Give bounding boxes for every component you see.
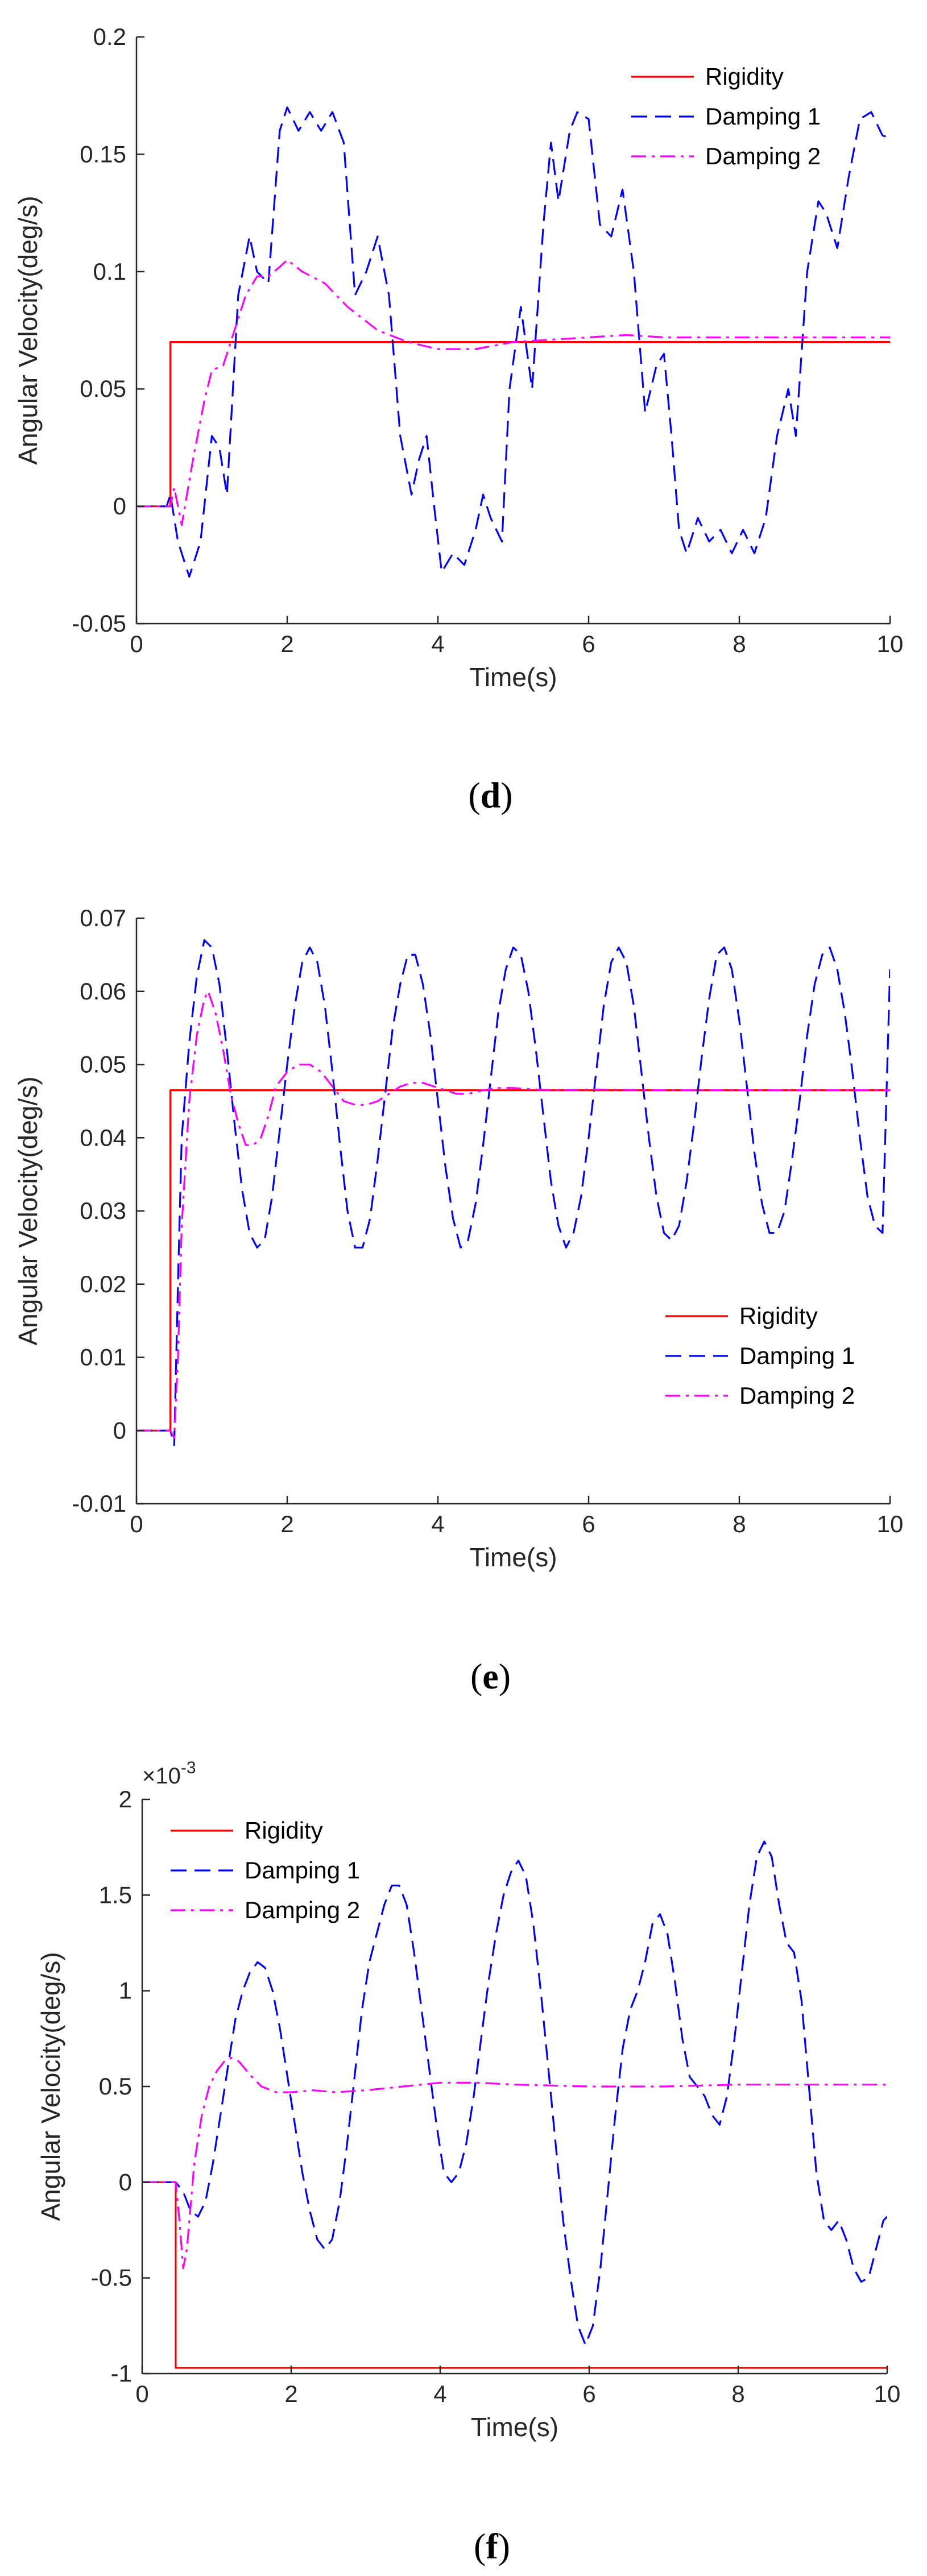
caption-letter: d [481,775,501,815]
x-tick-label: 0 [130,1511,143,1537]
y-tick-label: -0.5 [91,2264,132,2291]
x-tick-label: 4 [431,630,444,657]
y-tick-label: 0.2 [93,23,126,50]
y-tick-label: 1 [119,1977,132,2004]
y-tick-label: -0.01 [72,1490,126,1517]
y-tick-label: 0.06 [80,978,126,1005]
chart-e: 0 2 4 6 8 10-0.0100.010.020.030.040.050.060.0… [13,905,903,1696]
figure-caption: (e) [470,1656,511,1696]
caption-close: ) [498,2526,510,2566]
legend-label: Damping 2 [245,1897,360,1923]
caption-close: ) [500,775,512,815]
chart-d: 0 2 4 6 8 10-0.0500.050.10.150.2Time(s)Angula… [13,23,903,815]
caption-letter: e [482,1656,498,1696]
legend-label: Damping 1 [245,1857,360,1884]
x-tick-label: 6 [582,630,595,657]
y-tick-label: 0 [119,2168,132,2195]
y-tick-label: 0.04 [80,1124,126,1151]
series-line-damping-2 [142,2056,887,2270]
x-tick-label: 4 [433,2380,446,2407]
y-tick-label: 0.02 [80,1271,126,1297]
caption-open: ( [474,2526,486,2566]
series-line-damping-2 [136,990,890,1439]
y-tick-label: -0.05 [72,610,126,637]
y-tick-label: 1.5 [99,1881,132,1908]
series-line-damping-1 [136,939,890,1446]
y-tick-label: 0.5 [99,2073,132,2100]
x-tick-label: 10 [877,1511,904,1537]
legend-label: Damping 2 [739,1382,855,1409]
legend-label: Damping 1 [705,103,821,130]
x-tick-label: 0 [130,630,143,657]
series-line-damping-1 [142,1840,887,2346]
legend-label: Rigidity [705,63,784,90]
figure-caption: (f) [474,2526,510,2566]
legend-label: Rigidity [245,1817,323,1844]
x-tick-label: 2 [284,2380,297,2407]
y-tick-label: 0.03 [80,1197,126,1224]
y-axis-exponent: ×10-3 [142,1758,196,1789]
figure-caption: (d) [468,775,512,815]
caption-open: ( [468,775,480,815]
series-line-rigidity [136,1089,890,1432]
caption-letter: f [486,2526,498,2566]
y-tick-label: 2 [119,1786,132,1812]
legend-label: Damping 2 [705,143,821,169]
x-tick-label: 10 [874,2380,901,2407]
x-tick-label: 10 [877,630,904,657]
x-tick-label: 8 [731,2380,744,2407]
y-tick-label: 0.01 [80,1344,126,1371]
y-axis-label: Angular Velocity(deg/s) [13,1076,43,1345]
y-tick-label: -1 [111,2360,132,2387]
y-tick-label: 0.05 [80,1051,126,1078]
y-tick-label: 0.05 [80,375,126,402]
x-axis-label: Time(s) [471,2412,558,2442]
series-line-damping-1 [136,106,890,578]
x-tick-label: 0 [135,2380,148,2407]
series-line-damping-2 [136,259,890,526]
x-tick-label: 6 [582,2380,595,2407]
chart-f: 0 2 4 6 8 10 -1 -0.5 0 0.5 1 1.5 2 ×10-3 Time(s) Angula… [36,1758,900,2566]
series-line-rigidity [142,2181,887,2369]
y-tick-label: 0.07 [80,905,126,931]
x-axis-label: Time(s) [469,662,557,692]
x-tick-label: 6 [582,1511,595,1537]
caption-open: ( [470,1656,482,1696]
x-tick-label: 2 [280,1511,293,1537]
caption-close: ) [499,1656,511,1696]
y-tick-label: 0.15 [80,140,126,167]
y-axis-label: Angular Velocity(deg/s) [36,1952,65,2221]
x-tick-label: 2 [280,630,293,657]
legend-label: Damping 1 [739,1342,855,1369]
y-axis-label: Angular Velocity(deg/s) [13,196,43,464]
y-tick-label: 0 [113,493,126,520]
exponent-base: ×10 [142,1764,181,1789]
exponent-power: -3 [181,1758,196,1777]
x-axis-label: Time(s) [469,1542,557,1572]
y-tick-label: 0.1 [93,258,126,285]
legend-label: Rigidity [739,1302,818,1329]
x-tick-label: 8 [733,630,746,657]
series-line-rigidity [136,341,890,508]
y-tick-label: 0 [113,1417,126,1443]
x-tick-label: 8 [733,1511,746,1537]
x-tick-label: 4 [431,1511,444,1537]
